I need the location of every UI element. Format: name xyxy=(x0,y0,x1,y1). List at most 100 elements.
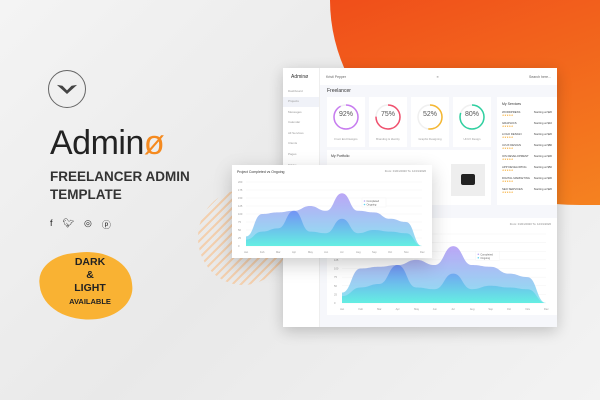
service-price: Starting at $10 xyxy=(533,121,552,125)
y-tick-label: 100 xyxy=(238,212,243,216)
service-item[interactable]: UI/UX DESIGN ★★★★★ Starting at $80 xyxy=(502,143,552,154)
legend-marker xyxy=(477,256,480,259)
service-item[interactable]: LOGO DESIGN ★★★★★ Starting at $20 xyxy=(502,132,552,143)
search-input[interactable]: Search here... xyxy=(529,74,551,79)
portfolio-image-typewriter[interactable] xyxy=(451,164,485,196)
progress-arc xyxy=(375,104,401,130)
service-name: UI/UX DESIGN xyxy=(502,143,521,147)
service-price: Starting at $30 xyxy=(533,176,552,180)
dashboard-logo: Adminø xyxy=(291,74,309,80)
x-tick-label: Apr xyxy=(396,307,400,311)
progress-ring-card: 52% Graphic Designing xyxy=(411,97,449,147)
x-tick-label: Oct xyxy=(507,307,511,311)
sidebar-item[interactable]: All Services xyxy=(288,130,304,135)
area-chart-back: 0255075100125150175200JanFebMarAprMayJun… xyxy=(334,232,549,311)
service-name: IOS DEVELOPMENT xyxy=(502,154,529,158)
x-tick-label: Jun xyxy=(433,307,438,311)
service-price: Starting at $20 xyxy=(533,110,552,114)
dark-light-badge: DARK & LIGHT AVAILABLE xyxy=(69,256,111,306)
x-tick-label: Nov xyxy=(404,250,409,254)
menu-icon[interactable]: ≡ xyxy=(436,74,439,79)
progress-arc xyxy=(417,104,443,130)
x-tick-label: Aug xyxy=(470,307,475,311)
x-tick-label: May xyxy=(308,250,314,254)
rating-stars: ★★★★★ xyxy=(502,125,514,128)
legend-label: Completed xyxy=(367,199,380,203)
y-tick-label: 75 xyxy=(238,220,241,224)
twitter-icon[interactable]: 🐦︎ xyxy=(62,218,74,228)
service-item[interactable]: GRAPHICS ★★★★★ Starting at $10 xyxy=(502,121,552,132)
legend xyxy=(361,197,387,208)
project-chart-card: Project Completed vs Ongoing From: 01/01… xyxy=(232,165,432,258)
ring-label: Front End Designs xyxy=(334,137,358,141)
progress-ring xyxy=(459,104,485,130)
x-tick-label: Feb xyxy=(260,250,265,254)
legend-marker xyxy=(363,203,366,206)
brand-title: Adminø xyxy=(50,124,165,162)
service-price: Starting at $20 xyxy=(533,187,552,191)
x-tick-label: Sep xyxy=(488,307,493,311)
service-item[interactable]: DIGITAL MARKETING ★★★★★ Starting at $30 xyxy=(502,176,552,187)
portfolio-title: My Portfolio xyxy=(331,154,350,158)
sidebar-item[interactable]: Dashboard xyxy=(288,88,303,93)
x-tick-label: Feb xyxy=(359,307,364,311)
header: Kristi Pepper ≡ Search here... xyxy=(320,68,557,85)
x-tick-label: Jul xyxy=(451,307,455,311)
ring-value: 92% xyxy=(338,111,353,118)
service-name: DIGITAL MARKETING xyxy=(502,176,530,180)
dashboard-window: Adminø Dashboard Projects Messages Calendar… xyxy=(283,68,557,327)
x-tick-label: Jan xyxy=(244,250,249,254)
x-tick-label: Dec xyxy=(420,250,425,254)
user-menu[interactable]: Kristi Pepper xyxy=(326,74,347,79)
y-tick-label: 100 xyxy=(334,267,339,271)
service-item[interactable]: SEO SERVICES ★★★★★ Starting at $20 xyxy=(502,187,552,198)
instagram-icon[interactable]: ◎ xyxy=(83,218,92,228)
progress-arc xyxy=(333,104,359,130)
legend-marker xyxy=(477,253,480,256)
sidebar-item[interactable]: Tables xyxy=(283,160,319,171)
sidebar-item[interactable]: Clients xyxy=(288,141,298,146)
sidebar-item[interactable]: Pages xyxy=(288,152,297,157)
ring-value: 80% xyxy=(464,111,479,118)
y-tick-label: 25 xyxy=(334,292,337,296)
ring-label: UI/UX Design xyxy=(463,137,481,141)
rating-stars: ★★★★★ xyxy=(502,136,514,139)
x-tick-label: Jan xyxy=(340,307,345,311)
service-price: Starting at $80 xyxy=(533,143,552,147)
date-filter[interactable]: From: 01/01/2020 To: 12/31/2020 xyxy=(384,169,426,173)
x-tick-label: Jul xyxy=(340,250,344,254)
project-chart-card-back: From: 01/01/2020 To: 12/31/2020 0 25 50 75 1… xyxy=(327,218,557,315)
chart-title: Project Completed vs Ongoing xyxy=(237,170,285,174)
legend xyxy=(475,251,500,261)
y-tick-label: 175 xyxy=(238,188,243,192)
progress-ring xyxy=(333,104,359,130)
area-series-ongoing xyxy=(246,210,422,246)
progress-ring-card: 75% Branding & Identity xyxy=(369,97,407,147)
sidebar-item[interactable]: Messages xyxy=(288,109,302,114)
y-tick-label: 125 xyxy=(334,258,339,262)
date-filter[interactable]: From: 01/01/2020 To: 12/31/2020 xyxy=(509,222,551,226)
service-price: Starting at $50 xyxy=(533,165,552,169)
sidebar-item[interactable]: Projects xyxy=(283,96,319,108)
rating-stars: ★★★★★ xyxy=(502,191,514,194)
progress-ring xyxy=(417,104,443,130)
y-tick-label: 0 xyxy=(238,244,240,248)
sidebar-item[interactable]: Calendar xyxy=(288,120,301,125)
progress-ring-card: 80% UI/UX Design xyxy=(453,97,491,147)
legend-label: Ongoing xyxy=(367,203,377,207)
service-name: APP DEVELOPING xyxy=(502,165,527,169)
service-item[interactable]: IOS DEVELOPMENT ★★★★★ Starting at $30 xyxy=(502,154,552,165)
rating-stars: ★★★★★ xyxy=(502,180,514,183)
service-item[interactable]: APP DEVELOPING ★★★★★ Starting at $50 xyxy=(502,165,552,176)
y-tick-label: 0 xyxy=(334,301,336,305)
rating-stars: ★★★★★ xyxy=(502,147,514,150)
pinterest-icon[interactable]: ⓟ xyxy=(101,220,111,230)
x-tick-label: Dec xyxy=(544,307,549,311)
progress-ring-card: 92% Front End Designs xyxy=(327,97,365,147)
x-tick-label: Oct xyxy=(388,250,392,254)
facebook-icon[interactable]: f xyxy=(50,218,53,228)
service-item[interactable]: WORDPRESS ★★★★★ Starting at $20 xyxy=(502,110,552,121)
y-tick-label: 25 xyxy=(238,236,241,240)
area-chart: 0 25 50 75 100 125 150 175 200 Jan Feb Mar Apr May Jun… xyxy=(238,180,425,254)
x-tick-label: Apr xyxy=(292,250,296,254)
